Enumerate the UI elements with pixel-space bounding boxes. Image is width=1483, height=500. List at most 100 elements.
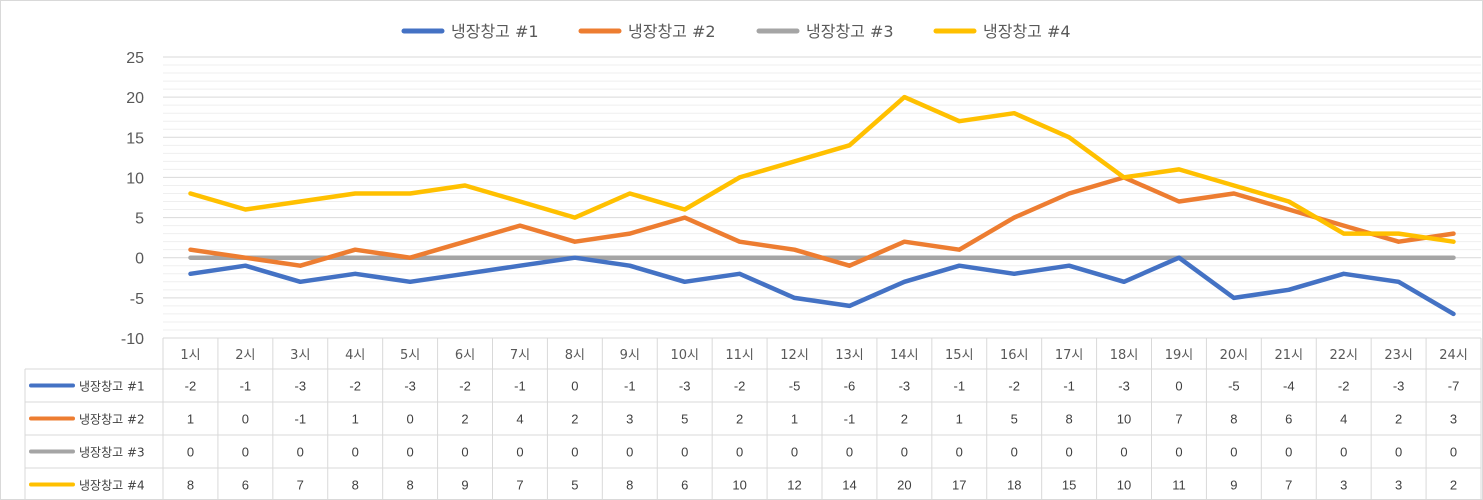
table-cell-value: -2 <box>459 379 471 394</box>
row-series-label: 냉장창고 #1 <box>79 380 145 394</box>
table-cell-value: -2 <box>349 379 361 394</box>
table-cell-value: -2 <box>734 379 746 394</box>
table-cell-value: -1 <box>1063 379 1075 394</box>
category-label: 21시 <box>1275 348 1304 363</box>
series-line-4 <box>188 94 1456 244</box>
table-cell-value: 3 <box>1450 412 1457 427</box>
category-label: 2시 <box>235 348 255 363</box>
table-cell-value: 10 <box>732 478 746 493</box>
table-cell-value: 5 <box>1011 412 1018 427</box>
table-cell-value: 9 <box>461 478 468 493</box>
table-cell-value: 0 <box>1450 445 1457 460</box>
table-cell-value: -3 <box>404 379 416 394</box>
table-cell-value: -1 <box>844 412 856 427</box>
y-tick-label: 5 <box>135 211 144 228</box>
category-label: 3시 <box>290 348 310 363</box>
table-cell-value: 0 <box>791 445 798 460</box>
category-label: 8시 <box>565 348 585 363</box>
y-tick-label: 15 <box>126 130 144 147</box>
gridlines <box>163 56 1481 339</box>
legend-label-1: 냉장창고 #1 <box>451 22 539 41</box>
table-cell-value: 1 <box>187 412 194 427</box>
table-cell-value: 7 <box>516 478 523 493</box>
table-cell-value: 6 <box>1285 412 1292 427</box>
table-cell-value: 0 <box>901 445 908 460</box>
table-cell-value: -6 <box>844 379 856 394</box>
table-cell-value: 1 <box>791 412 798 427</box>
category-label: 23시 <box>1384 348 1413 363</box>
table-cell-value: 14 <box>842 478 856 493</box>
table-cell-value: 0 <box>1230 445 1237 460</box>
table-cell-value: 3 <box>626 412 633 427</box>
table-cell-value: -3 <box>1118 379 1130 394</box>
category-label: 6시 <box>455 348 475 363</box>
table-cell-value: 2 <box>461 412 468 427</box>
table-cell-value: 0 <box>956 445 963 460</box>
category-label: 10시 <box>670 348 699 363</box>
table-cell-value: -2 <box>1008 379 1020 394</box>
table-cell-value: 0 <box>626 445 633 460</box>
table-cell-value: 18 <box>1007 478 1021 493</box>
y-axis-ticks: 25 20 15 10 5 0 -5 -10 <box>121 50 144 348</box>
category-label: 19시 <box>1165 348 1194 363</box>
table-cell-value: -3 <box>1393 379 1405 394</box>
legend-label-4: 냉장창고 #4 <box>983 22 1071 41</box>
table-cell-value: 0 <box>1395 445 1402 460</box>
table-cell-value: -1 <box>954 379 966 394</box>
table-cell-value: 9 <box>1230 478 1237 493</box>
table-cell-value: 7 <box>1175 412 1182 427</box>
table-cell-value: -3 <box>295 379 307 394</box>
table-cell-value: -1 <box>295 412 307 427</box>
table-cell-value: 0 <box>407 445 414 460</box>
table-cell-value: 8 <box>407 478 414 493</box>
category-label: 13시 <box>835 348 864 363</box>
table-cell-value: 1 <box>352 412 359 427</box>
y-tick-label: 10 <box>126 170 144 187</box>
category-label: 15시 <box>945 348 974 363</box>
table-cell-value: 0 <box>187 445 194 460</box>
table-cell-value: 2 <box>571 412 578 427</box>
series-line-2 <box>188 175 1456 268</box>
table-cell-value: 0 <box>736 445 743 460</box>
table-cell-value: 8 <box>1230 412 1237 427</box>
legend-label-3: 냉장창고 #3 <box>806 22 894 41</box>
table-cell-value: 3 <box>1340 478 1347 493</box>
table-cell-value: -1 <box>514 379 526 394</box>
table-cell-value: 0 <box>1175 379 1182 394</box>
row-series-label: 냉장창고 #2 <box>79 413 145 427</box>
table-cell-value: 1 <box>956 412 963 427</box>
table-cell-value: 5 <box>571 478 578 493</box>
table-cell-value: 11 <box>1172 478 1186 493</box>
table-cell-value: 8 <box>187 478 194 493</box>
table-cell-value: 0 <box>681 445 688 460</box>
table-cell-value: 0 <box>1340 445 1347 460</box>
table-cell-value: 0 <box>846 445 853 460</box>
series-lines <box>188 94 1456 317</box>
table-cell-value: 0 <box>1285 445 1292 460</box>
table-cell-value: 17 <box>952 478 966 493</box>
table-cell-value: 8 <box>626 478 633 493</box>
table-cell-value: 0 <box>242 445 249 460</box>
category-label: 11시 <box>725 348 754 363</box>
data-table: 1시 2시 3시 4시 5시 6시 7시 8시 9시 10시 11시 12시 13시 14시 15시 16시 1… <box>24 337 1482 500</box>
category-label: 12시 <box>780 348 809 363</box>
table-cell-value: 7 <box>1285 478 1292 493</box>
table-cell-value: 0 <box>297 445 304 460</box>
table-cell-value: 4 <box>516 412 523 427</box>
row-series-label: 냉장창고 #4 <box>79 479 145 493</box>
table-cell-value: 0 <box>352 445 359 460</box>
table-cell-value: -2 <box>185 379 197 394</box>
table-cell-value: -3 <box>899 379 911 394</box>
table-cell-value: 2 <box>1450 478 1457 493</box>
category-label: 24시 <box>1439 348 1468 363</box>
table-cell-value: 0 <box>571 379 578 394</box>
y-tick-label: 25 <box>126 50 144 67</box>
table-cell-value: -1 <box>240 379 252 394</box>
legend-label-2: 냉장창고 #2 <box>628 22 716 41</box>
table-cell-value: -1 <box>624 379 636 394</box>
table-cell-value: 0 <box>516 445 523 460</box>
table-cell-value: 2 <box>901 412 908 427</box>
table-cell-value: 0 <box>461 445 468 460</box>
category-label: 16시 <box>1000 348 1029 363</box>
